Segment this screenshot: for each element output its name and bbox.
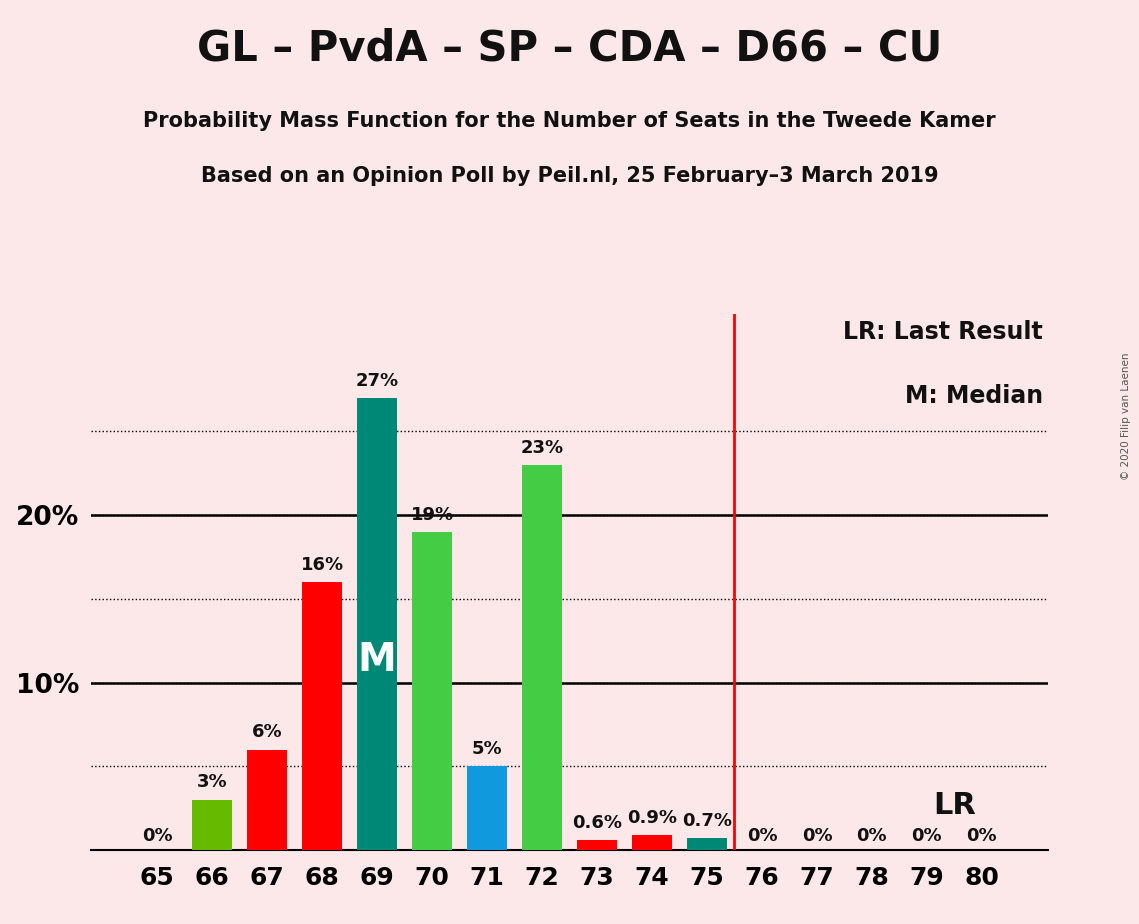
Text: 0.6%: 0.6%	[572, 814, 622, 832]
Text: 16%: 16%	[301, 555, 344, 574]
Text: 0%: 0%	[967, 827, 998, 845]
Bar	[192, 800, 232, 850]
Text: 5%: 5%	[472, 740, 502, 758]
Bar	[577, 840, 617, 850]
Text: 0%: 0%	[911, 827, 942, 845]
Bar	[302, 582, 342, 850]
Bar	[358, 398, 396, 850]
Text: 0%: 0%	[857, 827, 887, 845]
Text: 0%: 0%	[747, 827, 777, 845]
Bar	[632, 835, 672, 850]
Bar	[687, 838, 727, 850]
Text: 27%: 27%	[355, 371, 399, 390]
Text: 0%: 0%	[802, 827, 833, 845]
Bar	[467, 766, 507, 850]
Text: 0%: 0%	[141, 827, 172, 845]
Text: M: M	[358, 641, 396, 679]
Text: GL – PvdA – SP – CDA – D66 – CU: GL – PvdA – SP – CDA – D66 – CU	[197, 28, 942, 69]
Text: 6%: 6%	[252, 723, 282, 741]
Text: LR: Last Result: LR: Last Result	[843, 320, 1043, 344]
Bar	[247, 749, 287, 850]
Bar	[522, 465, 562, 850]
Text: 0.7%: 0.7%	[682, 812, 732, 830]
Bar	[412, 532, 452, 850]
Text: LR: LR	[933, 791, 976, 820]
Text: M: Median: M: Median	[906, 383, 1043, 407]
Text: Probability Mass Function for the Number of Seats in the Tweede Kamer: Probability Mass Function for the Number…	[144, 111, 995, 131]
Text: Based on an Opinion Poll by Peil.nl, 25 February–3 March 2019: Based on an Opinion Poll by Peil.nl, 25 …	[200, 166, 939, 187]
Text: 19%: 19%	[410, 505, 453, 524]
Text: 0.9%: 0.9%	[626, 808, 677, 827]
Text: 23%: 23%	[521, 439, 564, 456]
Text: © 2020 Filip van Laenen: © 2020 Filip van Laenen	[1121, 352, 1131, 480]
Text: 3%: 3%	[197, 773, 228, 792]
